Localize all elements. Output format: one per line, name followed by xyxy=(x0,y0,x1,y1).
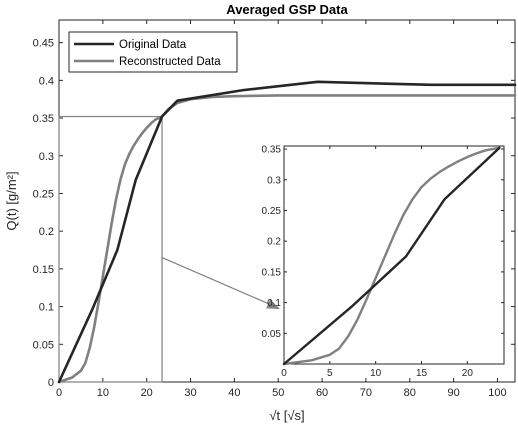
series-line-reconstructed xyxy=(57,94,517,384)
inset-y-tick-label: 0.3 xyxy=(267,175,281,186)
inset-x-tick-label: 10 xyxy=(370,368,382,379)
inset-y-tick-label: 0.1 xyxy=(267,298,281,309)
inset-x-tick-label: 20 xyxy=(462,368,474,379)
y-tick-label: 0.3 xyxy=(39,151,54,163)
x-tick-label: 0 xyxy=(56,387,62,399)
zoom-arrow-line xyxy=(161,257,277,308)
y-tick-label: 0.2 xyxy=(39,226,54,238)
x-tick-label: 90 xyxy=(447,387,459,399)
legend-box xyxy=(68,31,238,73)
chart-title: Averaged GSP Data xyxy=(226,2,348,17)
x-tick-label: 70 xyxy=(360,387,372,399)
y-tick-label: 0 xyxy=(48,377,54,389)
y-tick-label: 0.25 xyxy=(33,188,54,200)
y-axis-title: Q(t) [g/m²] xyxy=(4,171,19,230)
inset-ticks: 0 5 10 15 20 0.05 0.1 0.15 0.2 0.25 0.3 0.35 xyxy=(262,145,504,379)
y-tick-label: 0.15 xyxy=(33,264,54,276)
inset-y-tick-label: 0.25 xyxy=(262,206,282,217)
legend-label-original: Original Data xyxy=(119,39,187,51)
x-tick-label: 40 xyxy=(228,387,240,399)
inset-series-line-reconstructed xyxy=(282,146,501,366)
inset-series xyxy=(282,146,501,366)
x-tick-label: 80 xyxy=(404,387,416,399)
inset-y-tick-label: 0.15 xyxy=(262,267,282,278)
x-tick-label: 10 xyxy=(97,387,109,399)
legend-label-reconstructed: Reconstructed Data xyxy=(119,56,221,68)
y-tick-label: 0.4 xyxy=(39,75,54,87)
main-ticks: 0 10 20 30 40 50 60 70 80 90 10000.050.10.150.20.2… xyxy=(33,20,515,399)
x-tick-label: 30 xyxy=(184,387,196,399)
inset-y-tick-label: 0.35 xyxy=(262,145,282,156)
x-tick-label: 50 xyxy=(272,387,284,399)
inset-y-tick-label: 0.2 xyxy=(267,237,281,248)
zoom-region-rect xyxy=(58,115,163,383)
main-series xyxy=(57,80,517,384)
zoom-region-box xyxy=(58,115,163,383)
inset-plot-frame xyxy=(283,145,505,365)
x-tick-label: 20 xyxy=(141,387,153,399)
inset-x-tick-label: 5 xyxy=(327,368,333,379)
x-tick-label: 100 xyxy=(488,387,506,399)
inset-y-tick-label: 0.05 xyxy=(262,329,282,340)
inset-x-tick-label: 15 xyxy=(416,368,428,379)
y-tick-label: 0.45 xyxy=(33,38,54,50)
zoom-arrow xyxy=(161,257,280,309)
inset-x-tick-label: 0 xyxy=(281,368,287,379)
series-line-original xyxy=(57,80,517,384)
y-tick-label: 0.05 xyxy=(33,339,54,351)
x-axis-title: √t [√s] xyxy=(269,408,304,423)
x-tick-label: 60 xyxy=(316,387,328,399)
legend: Original Data Reconstructed Data xyxy=(68,31,238,73)
y-tick-label: 0.1 xyxy=(39,302,54,314)
inset-axes: 0 5 10 15 20 0.05 0.1 0.15 0.2 0.25 0.3 0.35 xyxy=(262,145,505,379)
y-tick-label: 0.35 xyxy=(33,113,54,125)
inset-series-line-original xyxy=(282,146,501,366)
zoom-arrow-head xyxy=(266,299,280,309)
